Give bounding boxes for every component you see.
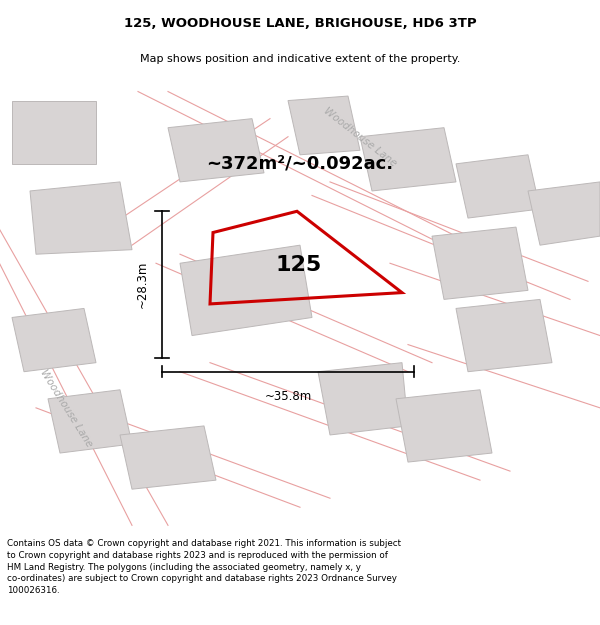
Polygon shape	[48, 390, 132, 453]
Text: 125, WOODHOUSE LANE, BRIGHOUSE, HD6 3TP: 125, WOODHOUSE LANE, BRIGHOUSE, HD6 3TP	[124, 17, 476, 29]
Text: Contains OS data © Crown copyright and database right 2021. This information is : Contains OS data © Crown copyright and d…	[7, 539, 401, 595]
Text: Woodhouse Lane: Woodhouse Lane	[38, 368, 94, 448]
Polygon shape	[456, 299, 552, 372]
Polygon shape	[180, 245, 312, 336]
Text: Map shows position and indicative extent of the property.: Map shows position and indicative extent…	[140, 54, 460, 64]
Polygon shape	[396, 390, 492, 462]
Text: ~35.8m: ~35.8m	[265, 390, 311, 402]
Polygon shape	[12, 101, 96, 164]
Polygon shape	[30, 182, 132, 254]
Polygon shape	[528, 182, 600, 245]
Polygon shape	[318, 362, 408, 435]
Polygon shape	[168, 119, 264, 182]
Polygon shape	[432, 227, 528, 299]
Text: 125: 125	[275, 254, 322, 274]
Polygon shape	[360, 127, 456, 191]
Text: ~28.3m: ~28.3m	[136, 261, 149, 308]
Text: Woodhouse Lane: Woodhouse Lane	[322, 105, 398, 168]
Polygon shape	[12, 308, 96, 372]
Polygon shape	[120, 426, 216, 489]
Polygon shape	[288, 96, 360, 155]
Text: ~372m²/~0.092ac.: ~372m²/~0.092ac.	[206, 155, 394, 173]
Polygon shape	[456, 155, 540, 218]
